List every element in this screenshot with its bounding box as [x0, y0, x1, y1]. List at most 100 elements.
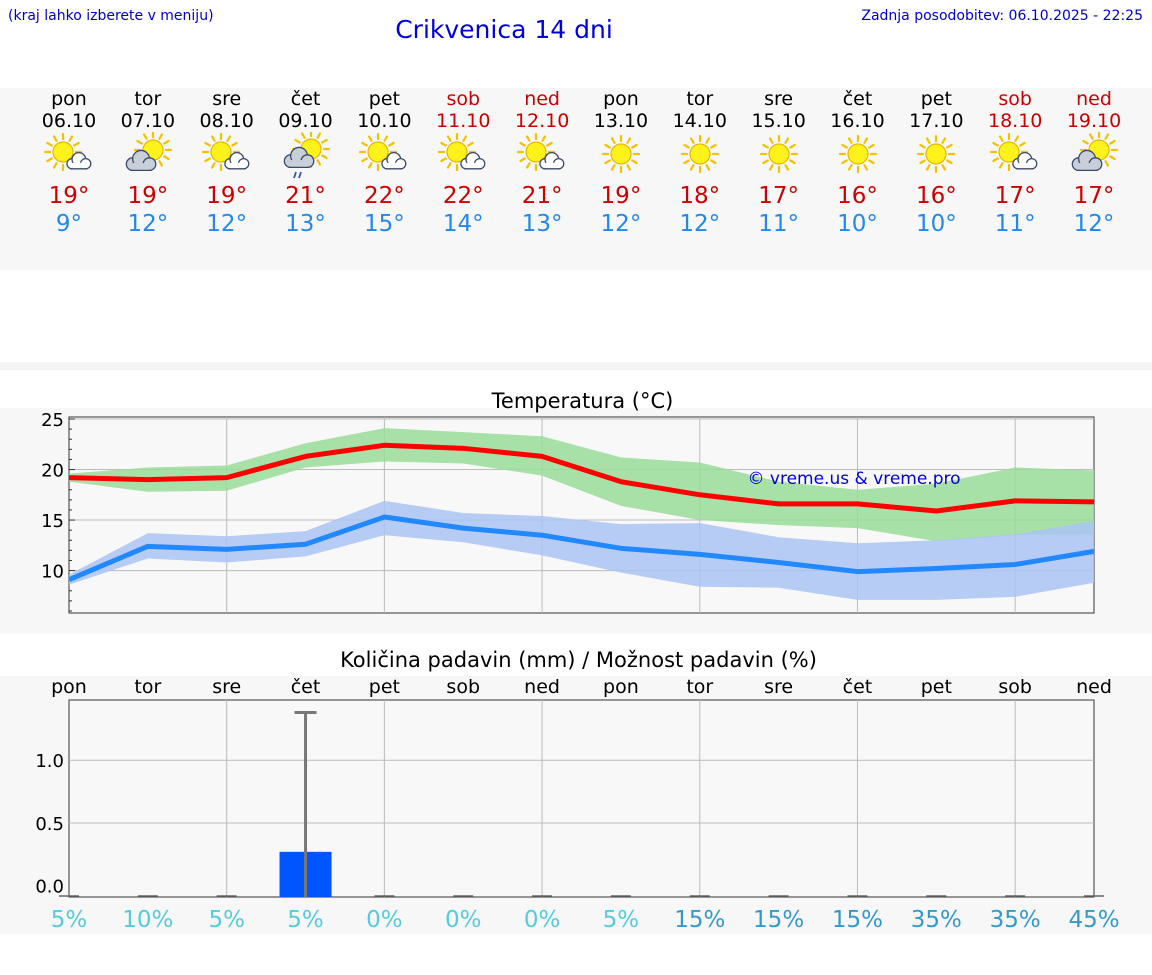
sun-cloud-icon: [29, 132, 109, 180]
temp-min: 10°: [837, 211, 878, 237]
x-category-label: pet: [921, 676, 952, 698]
temp-min: 13°: [521, 211, 563, 237]
day-column: pon 06.10 19° 9°: [29, 88, 109, 238]
location-menu-hint: (kraj lahko izberete v meniju): [8, 8, 214, 24]
day-date: 18.10: [987, 110, 1043, 132]
forecast-days: pon 06.10 19° 9° tor 07.10 19° 12° sre 08.10 19° 12…: [0, 88, 1152, 258]
x-category-label: sob: [446, 676, 480, 698]
day-name: sob: [998, 88, 1032, 110]
sun-icon: [660, 132, 740, 180]
temp-max: 17°: [994, 183, 1036, 209]
day-date: 13.10: [593, 110, 649, 132]
precip-probability: 10%: [122, 907, 173, 933]
temp-max: 22°: [364, 183, 405, 209]
x-category-label: tor: [134, 676, 161, 698]
temp-max: 16°: [915, 183, 957, 209]
temp-max: 22°: [442, 183, 484, 209]
tmax-range-band: [69, 428, 1094, 542]
forecast-band: [0, 88, 1152, 270]
day-name: ned: [1076, 88, 1112, 110]
last-update: Zadnja posodobitev: 06.10.2025 - 22:25: [861, 8, 1143, 24]
cloud-sun-icon: [108, 130, 188, 180]
day-column: sre 15.10 17° 11°: [739, 88, 819, 238]
day-column: sre 08.10 19° 12°: [187, 88, 267, 238]
day-column: čet 09.10 21° 13°: [266, 88, 346, 238]
day-date: 12.10: [514, 110, 570, 132]
temp-max: 19°: [206, 183, 248, 209]
page-title: Crikvenica 14 dni: [395, 15, 613, 44]
day-column: ned 19.10 17° 12°: [1054, 88, 1134, 238]
day-name: čet: [842, 88, 873, 110]
day-name: ned: [524, 88, 560, 110]
day-date: 08.10: [199, 110, 254, 132]
watermark: © vreme.us & vreme.pro: [747, 469, 960, 489]
plot-area: [68, 699, 1095, 898]
day-name: čet: [290, 88, 321, 110]
sun-icon: [739, 132, 819, 180]
temp-max: 16°: [837, 183, 878, 209]
temp-max: 21°: [285, 183, 326, 209]
precip-probability: 35%: [911, 907, 962, 933]
day-date: 15.10: [751, 110, 806, 132]
y-tick-label: 0.0: [35, 877, 64, 898]
tmax-line: [68, 442, 1095, 514]
precip-probability: 0%: [524, 907, 561, 933]
day-name: tor: [686, 88, 714, 110]
day-name: pet: [920, 88, 952, 110]
temp-max: 19°: [127, 183, 169, 209]
x-category-label: ned: [1076, 676, 1112, 698]
temp-min: 9°: [55, 211, 83, 237]
day-name: sob: [446, 88, 481, 110]
day-date: 07.10: [120, 110, 176, 132]
cloud-sun-rain-icon: [266, 129, 346, 180]
day-column: tor 14.10 18° 12°: [660, 88, 740, 238]
precip-probability: 15%: [674, 907, 725, 933]
day-date: 06.10: [41, 110, 97, 132]
day-column: sob 11.10 22° 14°: [423, 88, 503, 238]
sun-cloud-icon: [344, 132, 424, 180]
temp-max: 19°: [600, 183, 642, 209]
sun-icon: [818, 132, 898, 180]
sun-icon: [581, 132, 661, 180]
sun-cloud-icon: [187, 132, 267, 180]
day-name: sre: [212, 88, 242, 110]
temperature-chart: Temperatura (°C) 10 15 20 25 © vreme.us & vre…: [41, 389, 1095, 614]
day-column: čet 16.10 16° 10°: [818, 88, 898, 238]
day-date: 17.10: [909, 110, 964, 132]
day-name: pet: [368, 88, 400, 110]
day-date: 09.10: [278, 110, 333, 132]
x-category-label: ned: [524, 676, 560, 698]
y-tick-label: 0.5: [35, 814, 64, 835]
temp-min: 12°: [679, 211, 721, 237]
day-name: pon: [51, 88, 87, 110]
y-tick-label: 25: [41, 410, 64, 431]
day-date: 14.10: [672, 110, 727, 132]
temp-max: 19°: [48, 183, 90, 209]
x-category-label: pet: [369, 676, 400, 698]
day-date: 19.10: [1066, 110, 1122, 132]
precip-probability: 5%: [51, 907, 88, 933]
temp-min: 12°: [600, 211, 642, 237]
temp-min: 15°: [364, 211, 405, 237]
x-category-label: čet: [843, 676, 873, 698]
y-tick-label: 20: [41, 461, 64, 482]
x-category-label: sre: [764, 676, 793, 698]
precip-probability: 5%: [208, 907, 245, 933]
day-name: tor: [134, 88, 162, 110]
precip-probability: 0%: [445, 907, 482, 933]
y-tick-label: 10: [41, 562, 64, 583]
precip-probability: 5%: [603, 907, 640, 933]
sun-cloud-icon: [502, 132, 582, 180]
sun-cloud-icon: [423, 132, 503, 180]
day-column: tor 07.10 19° 12°: [108, 88, 188, 238]
day-column: pon 13.10 19° 12°: [581, 88, 661, 238]
x-category-label: sob: [998, 676, 1032, 698]
day-name: sre: [764, 88, 794, 110]
day-column: pet 10.10 22° 15°: [344, 88, 424, 238]
precipitation-chart: Količina padavin (mm) / Možnost padavin …: [35, 648, 1119, 933]
precip-probability: 15%: [753, 907, 804, 933]
cloud-sun-icon: [1054, 130, 1134, 180]
temp-min: 10°: [915, 211, 957, 237]
tmin-range-band: [69, 500, 1094, 600]
precip-probability: 45%: [1068, 907, 1119, 933]
